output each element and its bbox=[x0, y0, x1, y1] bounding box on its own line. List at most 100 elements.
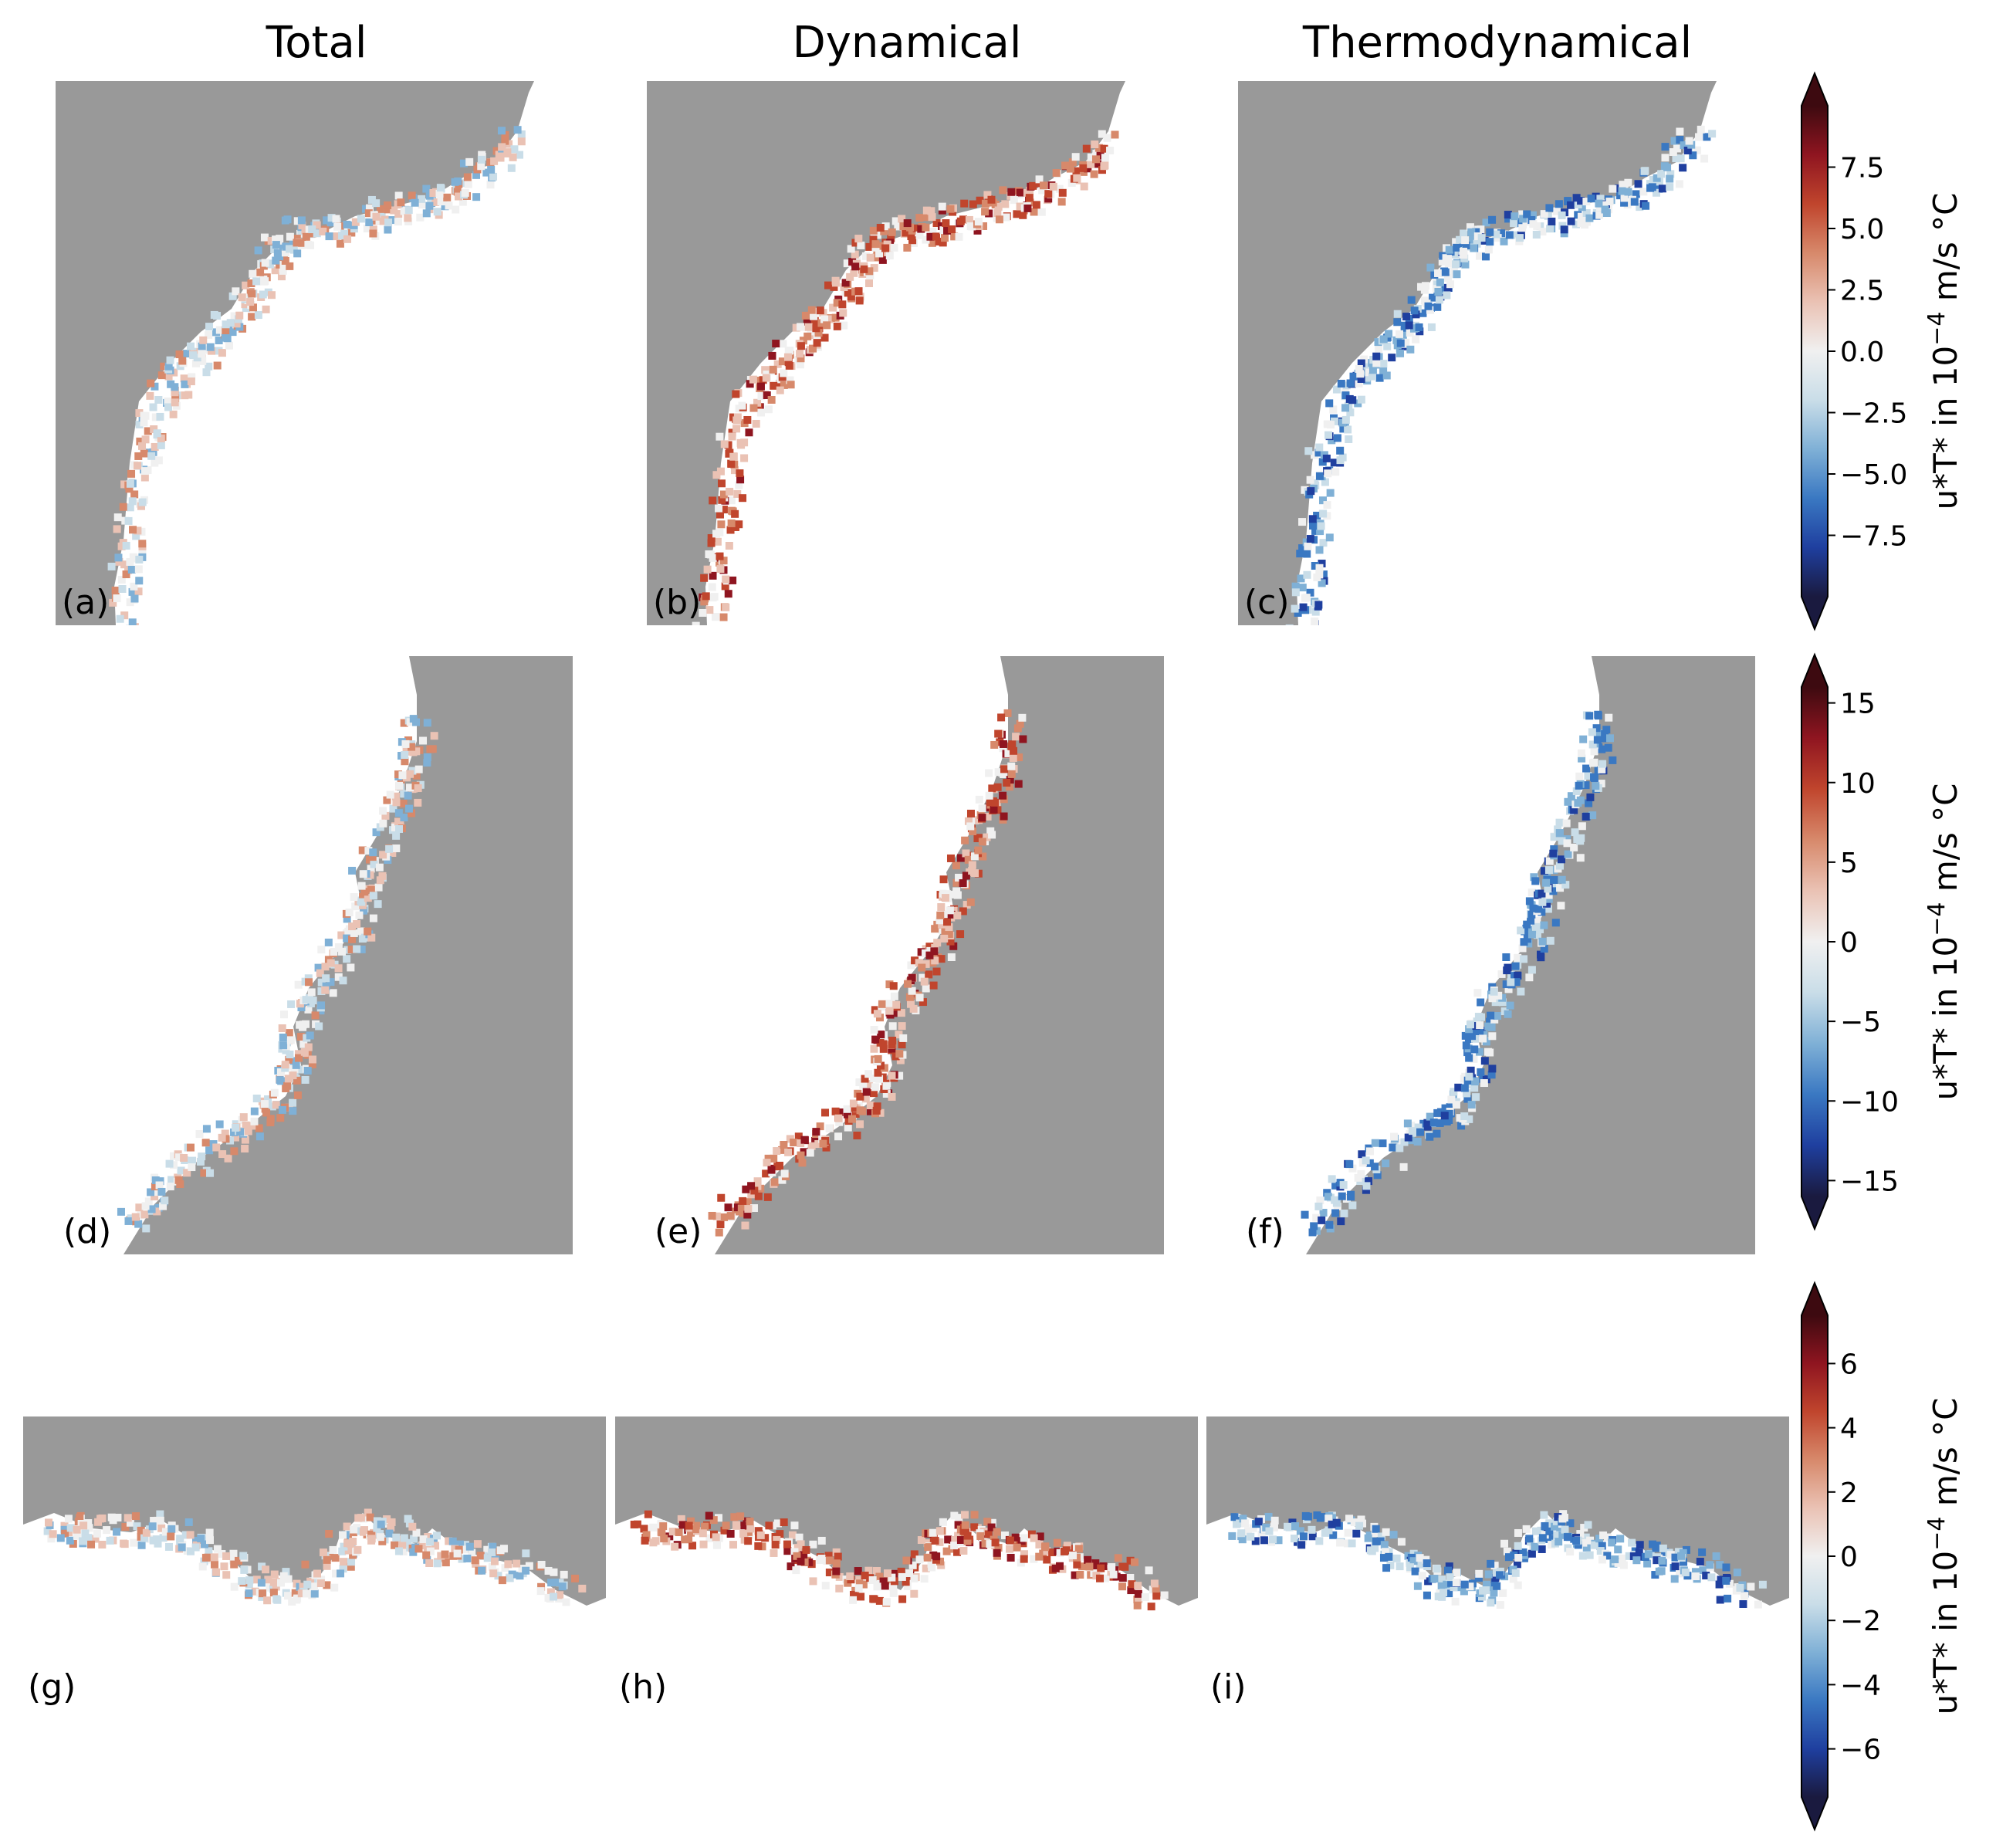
field-cell bbox=[272, 1582, 280, 1591]
field-cell bbox=[221, 333, 229, 342]
field-cell bbox=[1429, 293, 1437, 302]
field-cell bbox=[177, 1166, 185, 1175]
field-cell bbox=[134, 462, 142, 470]
field-cell bbox=[1134, 1589, 1142, 1598]
field-cell bbox=[905, 1569, 914, 1578]
field-cell bbox=[487, 165, 496, 174]
field-cell bbox=[1578, 754, 1586, 763]
field-cell bbox=[1503, 1547, 1511, 1555]
field-cell bbox=[1484, 245, 1493, 254]
field-cell bbox=[889, 1589, 898, 1597]
field-cell bbox=[1357, 359, 1365, 367]
field-cell bbox=[1545, 857, 1554, 865]
field-cell bbox=[730, 466, 739, 475]
field-cell bbox=[245, 1580, 253, 1589]
field-cell bbox=[252, 277, 261, 286]
field-cell bbox=[668, 1528, 677, 1536]
field-cell bbox=[1452, 1101, 1460, 1109]
field-cell bbox=[200, 1540, 208, 1548]
field-cell bbox=[968, 861, 976, 869]
field-cell bbox=[468, 1548, 476, 1557]
field-cell bbox=[501, 131, 509, 140]
field-cell bbox=[962, 901, 971, 909]
field-cell bbox=[855, 1579, 864, 1588]
field-cell bbox=[1484, 1570, 1493, 1579]
field-cell bbox=[784, 1148, 793, 1156]
field-cell bbox=[1696, 1558, 1704, 1566]
field-cell bbox=[879, 1040, 888, 1048]
field-cell bbox=[134, 526, 142, 535]
field-cell bbox=[851, 1109, 860, 1118]
field-cell bbox=[932, 967, 941, 976]
field-cell bbox=[1416, 1128, 1424, 1136]
field-cell bbox=[925, 943, 934, 951]
field-cell bbox=[230, 1147, 239, 1156]
field-cell bbox=[273, 249, 282, 257]
field-cell bbox=[1372, 352, 1381, 360]
field-cell bbox=[1542, 878, 1551, 887]
field-cell bbox=[991, 1538, 1000, 1547]
field-cell bbox=[854, 1567, 862, 1576]
field-cell bbox=[785, 361, 793, 370]
field-cell bbox=[756, 1531, 765, 1539]
field-cell bbox=[205, 1146, 214, 1155]
field-cell bbox=[911, 956, 919, 965]
field-cell bbox=[1676, 127, 1684, 136]
field-cell bbox=[724, 590, 732, 598]
field-cell bbox=[266, 259, 274, 268]
field-cell bbox=[1557, 902, 1565, 910]
land-region bbox=[1306, 656, 1755, 1254]
field-cell bbox=[642, 1531, 651, 1539]
field-cell bbox=[1477, 225, 1485, 234]
field-cell bbox=[1492, 230, 1500, 239]
field-cell bbox=[232, 287, 240, 296]
field-cell bbox=[1315, 564, 1324, 572]
field-cell bbox=[1103, 134, 1111, 142]
field-cell bbox=[835, 1572, 844, 1581]
field-cell bbox=[965, 215, 973, 224]
field-cell bbox=[945, 923, 953, 932]
field-cell bbox=[768, 351, 776, 360]
field-cell bbox=[1048, 1548, 1057, 1557]
field-cell bbox=[1365, 1177, 1373, 1186]
field-cell bbox=[800, 1136, 809, 1144]
field-cell bbox=[1061, 161, 1070, 170]
field-cell bbox=[509, 153, 517, 161]
field-cell bbox=[137, 1541, 146, 1549]
field-cell bbox=[1507, 978, 1515, 987]
field-cell bbox=[85, 1524, 93, 1532]
field-cell bbox=[266, 1115, 275, 1123]
field-cell bbox=[739, 1209, 747, 1217]
field-cell bbox=[1445, 1562, 1453, 1571]
field-cell bbox=[765, 1521, 773, 1530]
field-cell bbox=[875, 249, 884, 258]
field-cell bbox=[1274, 1536, 1283, 1545]
field-cell bbox=[1640, 167, 1649, 175]
field-cell bbox=[344, 1546, 353, 1555]
field-cell bbox=[799, 337, 807, 345]
field-cell bbox=[937, 955, 946, 963]
field-cell bbox=[854, 235, 863, 243]
field-cell bbox=[119, 503, 127, 511]
field-cell bbox=[1336, 1538, 1345, 1547]
field-cell bbox=[1474, 1573, 1483, 1582]
field-cell bbox=[483, 1545, 492, 1554]
field-cell bbox=[376, 876, 384, 885]
field-cell bbox=[151, 1176, 160, 1185]
field-cell bbox=[708, 1211, 716, 1220]
field-cell bbox=[889, 1582, 898, 1591]
field-cell bbox=[1003, 779, 1011, 787]
field-cell bbox=[486, 181, 495, 189]
field-cell bbox=[1500, 237, 1508, 245]
field-cell bbox=[1657, 170, 1666, 178]
field-cell bbox=[289, 1098, 297, 1107]
field-cell bbox=[1314, 1202, 1323, 1210]
field-cell bbox=[461, 188, 469, 197]
field-cell bbox=[1477, 234, 1486, 242]
field-cell bbox=[1379, 360, 1388, 368]
field-cell bbox=[477, 162, 485, 171]
field-cell bbox=[164, 1542, 173, 1551]
field-cell bbox=[1578, 1552, 1587, 1560]
field-cell bbox=[712, 471, 721, 479]
field-cell bbox=[1385, 330, 1393, 338]
